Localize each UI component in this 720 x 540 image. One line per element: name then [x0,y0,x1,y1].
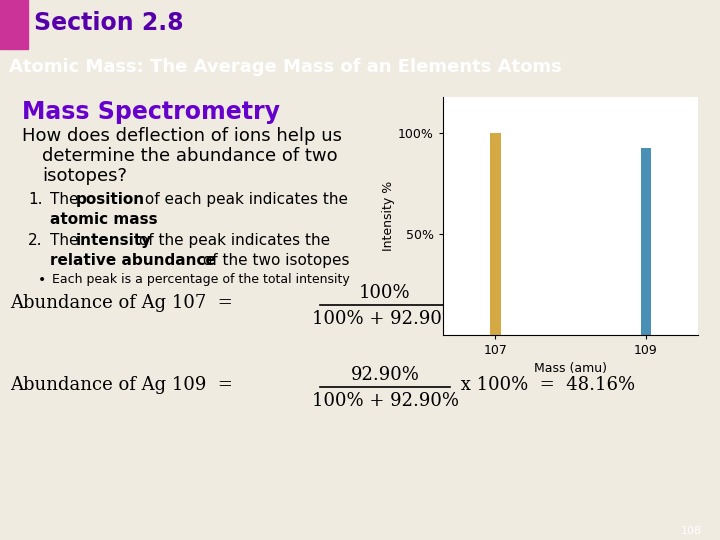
Text: Mass Spectrometry: Mass Spectrometry [22,100,280,124]
Text: determine the abundance of two: determine the abundance of two [42,147,338,165]
Text: 92.90%: 92.90% [351,366,420,384]
Text: 100% + 92.90%: 100% + 92.90% [312,310,459,328]
Text: Abundance of Ag 107  =: Abundance of Ag 107 = [10,294,233,312]
Text: The: The [50,192,84,207]
Text: of the two isotopes: of the two isotopes [198,253,349,268]
Text: How does deflection of ions help us: How does deflection of ions help us [22,127,342,145]
Bar [641,148,651,335]
Text: 2.: 2. [28,233,42,248]
Text: 100% + 92.90%: 100% + 92.90% [312,392,459,410]
Text: 100%: 100% [359,284,411,302]
Text: relative abundance: relative abundance [50,253,216,268]
Text: Abundance of Ag 109  =: Abundance of Ag 109 = [10,376,233,394]
Bar [490,133,500,335]
Text: intensity: intensity [76,233,152,248]
Text: isotopes?: isotopes? [42,167,127,185]
Y-axis label: Intensity %: Intensity % [382,181,395,251]
X-axis label: Mass (amu): Mass (amu) [534,362,607,375]
Text: x 100%  =  48.16%: x 100% = 48.16% [455,376,635,394]
Text: 108: 108 [681,526,702,536]
Text: 1.: 1. [28,192,42,207]
Text: The: The [50,233,84,248]
Text: position: position [76,192,145,207]
Text: of each peak indicates the: of each peak indicates the [140,192,348,207]
Bar [0,0,28,49]
Text: Atomic Mass: The Average Mass of an Elements Atoms: Atomic Mass: The Average Mass of an Elem… [9,58,562,77]
Text: x 100%  =  51.84%: x 100% = 51.84% [455,294,635,312]
Text: Section 2.8: Section 2.8 [34,11,184,35]
Text: Each peak is a percentage of the total intensity: Each peak is a percentage of the total i… [52,273,350,286]
Text: of the peak indicates the: of the peak indicates the [134,233,330,248]
Text: •: • [38,273,46,287]
Text: atomic mass: atomic mass [50,212,158,227]
Text: Fig 2.17: Fig 2.17 [554,105,626,124]
